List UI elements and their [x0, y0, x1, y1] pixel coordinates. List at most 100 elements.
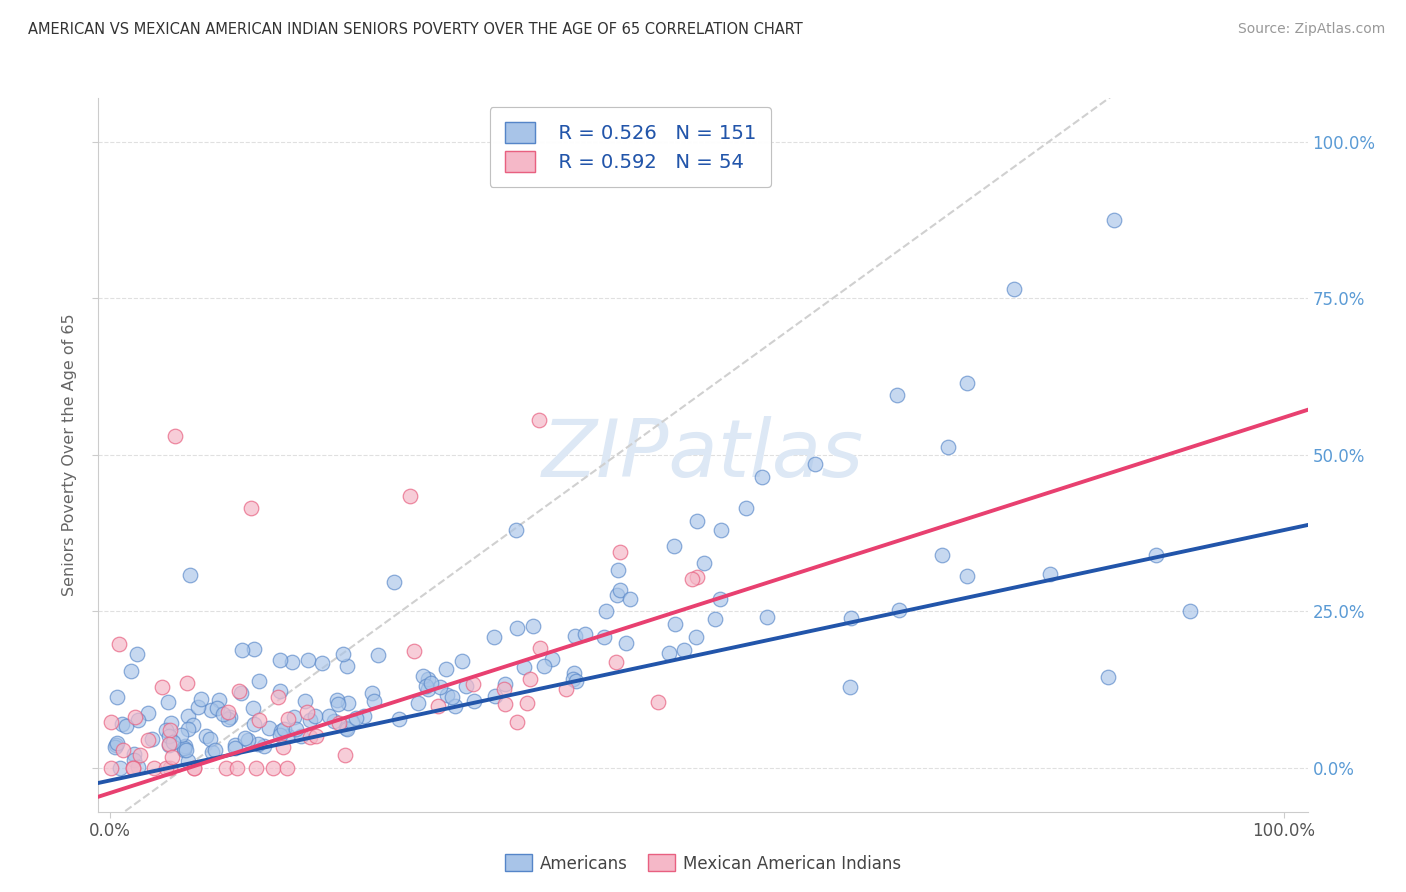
Point: [614, 636, 637, 650]
Point: [609, 583, 631, 598]
Point: [236, 732, 259, 747]
Point: [127, 713, 149, 727]
Point: [311, 657, 333, 671]
Point: [529, 640, 551, 655]
Point: [224, 738, 246, 752]
Point: [247, 713, 270, 727]
Point: [681, 572, 703, 586]
Point: [270, 723, 292, 738]
Point: [803, 458, 825, 472]
Point: [838, 680, 860, 694]
Point: [484, 690, 506, 704]
Point: [662, 539, 685, 553]
Point: [115, 718, 138, 732]
Point: [121, 761, 143, 775]
Point: [692, 556, 714, 570]
Point: [176, 676, 198, 690]
Point: [187, 699, 209, 714]
Point: [541, 651, 564, 665]
Point: [207, 692, 229, 706]
Point: [120, 665, 142, 679]
Point: [494, 677, 516, 691]
Point: [271, 740, 294, 755]
Point: [664, 617, 686, 632]
Point: [217, 705, 239, 719]
Point: [108, 637, 131, 651]
Point: [280, 655, 302, 669]
Point: [562, 666, 585, 681]
Point: [426, 699, 449, 714]
Point: [105, 690, 128, 705]
Point: [156, 695, 179, 709]
Point: [734, 500, 756, 515]
Point: [201, 745, 224, 759]
Point: [225, 761, 247, 775]
Point: [110, 716, 132, 731]
Point: [173, 743, 195, 757]
Point: [318, 709, 340, 723]
Point: [444, 698, 467, 713]
Point: [412, 669, 434, 683]
Point: [595, 604, 617, 618]
Point: [1180, 604, 1202, 618]
Point: [157, 737, 180, 751]
Point: [157, 738, 180, 752]
Point: [326, 698, 349, 712]
Point: [494, 698, 516, 712]
Point: [685, 630, 707, 644]
Point: [228, 684, 250, 698]
Point: [956, 569, 979, 583]
Point: [246, 737, 269, 751]
Point: [276, 761, 298, 775]
Point: [179, 567, 201, 582]
Point: [323, 714, 346, 729]
Point: [839, 610, 862, 624]
Point: [454, 679, 477, 693]
Point: [269, 728, 291, 742]
Point: [336, 659, 359, 673]
Point: [415, 679, 437, 693]
Point: [533, 659, 555, 673]
Point: [295, 705, 318, 719]
Point: [886, 388, 908, 402]
Point: [177, 723, 200, 737]
Point: [177, 754, 200, 768]
Point: [162, 735, 184, 749]
Point: [402, 643, 425, 657]
Point: [157, 729, 180, 743]
Point: [249, 673, 271, 688]
Point: [505, 523, 527, 537]
Point: [128, 748, 150, 763]
Point: [564, 629, 586, 643]
Point: [122, 747, 145, 761]
Point: [506, 714, 529, 729]
Point: [304, 709, 326, 723]
Point: [162, 750, 184, 764]
Point: [344, 711, 367, 725]
Point: [253, 739, 276, 753]
Point: [1144, 549, 1167, 563]
Point: [159, 723, 181, 737]
Point: [212, 707, 235, 722]
Point: [160, 716, 183, 731]
Point: [936, 440, 959, 454]
Point: [607, 564, 630, 578]
Point: [290, 730, 312, 744]
Point: [605, 655, 627, 669]
Point: [245, 761, 267, 775]
Point: [283, 709, 305, 723]
Point: [235, 731, 257, 746]
Point: [522, 619, 544, 633]
Point: [141, 732, 163, 747]
Text: AMERICAN VS MEXICAN AMERICAN INDIAN SENIORS POVERTY OVER THE AGE OF 65 CORRELATI: AMERICAN VS MEXICAN AMERICAN INDIAN SENI…: [28, 22, 803, 37]
Point: [482, 630, 505, 644]
Point: [195, 729, 218, 743]
Y-axis label: Seniors Poverty Over the Age of 65: Seniors Poverty Over the Age of 65: [62, 314, 77, 596]
Point: [108, 761, 131, 775]
Point: [463, 677, 485, 691]
Point: [105, 738, 128, 752]
Point: [111, 743, 134, 757]
Point: [388, 712, 411, 726]
Point: [183, 761, 205, 775]
Point: [328, 715, 350, 730]
